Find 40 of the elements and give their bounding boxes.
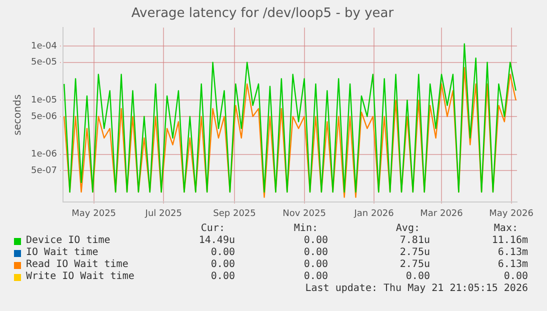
x-tick-label: May 2025 xyxy=(72,208,116,219)
x-tick-label: Jan 2026 xyxy=(353,208,394,219)
y-tick-label: 5e-06 xyxy=(30,112,58,122)
text: 0.00 xyxy=(406,271,430,283)
text: 0.00 xyxy=(210,259,235,271)
legend-label: Write IO Wait time xyxy=(26,271,134,283)
text: Cur: xyxy=(200,223,225,235)
y-axis-title: seconds xyxy=(12,94,24,136)
x-tick-label: Mar 2026 xyxy=(420,208,464,219)
text: 2.75u xyxy=(400,259,430,271)
text: 0.00 xyxy=(504,271,528,283)
text: Min: xyxy=(294,223,318,235)
text: Max: xyxy=(494,223,518,235)
y-tick-label: 5e-05 xyxy=(30,58,57,68)
legend-label: Device IO time xyxy=(26,235,110,247)
y-tick-label: 5e-07 xyxy=(30,166,57,176)
text: 0.00 xyxy=(304,259,328,271)
text: Last update: Thu May 21 21:05:15 2026 xyxy=(305,283,528,295)
text: 11.16m xyxy=(492,235,528,247)
text: 0.00 xyxy=(210,247,235,259)
y-tick-label: 1e-05 xyxy=(30,96,57,106)
text: 6.13m xyxy=(498,247,528,259)
x-tick-label: Jul 2025 xyxy=(144,208,182,219)
chart-title: Average latency for /dev/loop5 - by year xyxy=(131,6,394,22)
x-tick-label: Nov 2025 xyxy=(282,208,326,219)
x-tick-label: Sep 2025 xyxy=(213,208,256,219)
x-tick-label: May 2026 xyxy=(489,208,534,219)
text: 0.00 xyxy=(304,235,328,247)
legend-label: Read IO Wait time xyxy=(26,259,128,271)
text: 0.00 xyxy=(304,247,328,259)
legend-label: IO Wait time xyxy=(26,247,98,259)
text: 2.75u xyxy=(400,247,430,259)
y-tick-label: 1e-06 xyxy=(30,150,58,160)
y-tick-label: 1e-04 xyxy=(30,41,58,52)
text: 6.13m xyxy=(498,259,528,271)
text: 0.00 xyxy=(304,271,328,283)
text: Avg: xyxy=(396,223,420,235)
text: 7.81u xyxy=(400,235,430,247)
text: 14.49u xyxy=(198,235,235,247)
text: 0.00 xyxy=(210,271,235,283)
